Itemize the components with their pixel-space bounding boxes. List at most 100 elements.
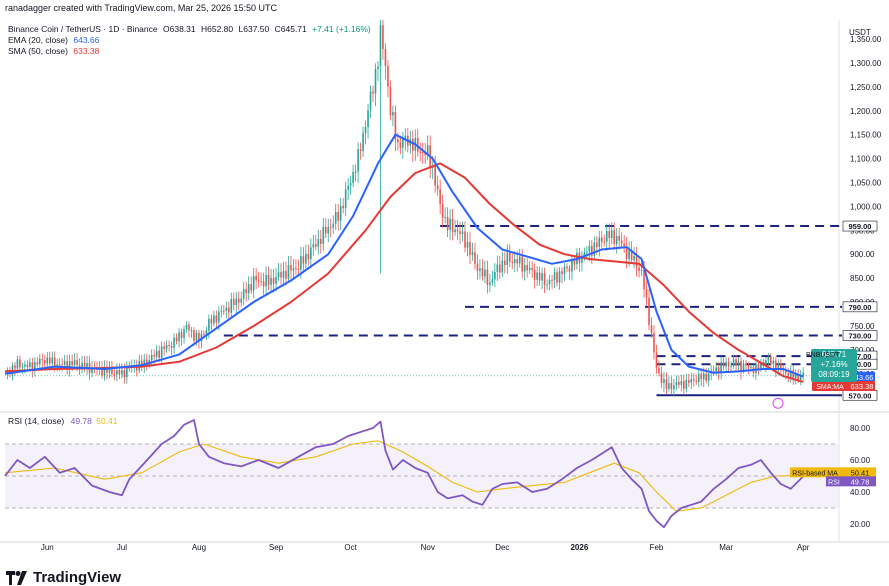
- candle-body: [765, 360, 767, 365]
- candle-body: [342, 205, 344, 209]
- rsi-y-tick-label: 20.00: [850, 520, 871, 529]
- candle-body: [648, 297, 650, 326]
- candle-body: [434, 165, 436, 186]
- candle-body: [772, 360, 775, 365]
- rsi-ma-tag-box: [790, 467, 876, 478]
- level-tag-570.00: 570.00: [849, 391, 872, 400]
- sma-axis-tag-value: 633.38: [851, 382, 874, 391]
- candle-body: [531, 267, 533, 270]
- candle-body: [61, 364, 63, 366]
- candle-body: [170, 345, 173, 348]
- candle-body: [451, 218, 454, 233]
- candle-body: [588, 245, 591, 252]
- candle-body: [508, 252, 511, 262]
- candle-body: [541, 273, 543, 281]
- candle-body: [103, 367, 106, 376]
- candle-body: [312, 243, 315, 248]
- candle-body: [459, 231, 461, 235]
- level-tag-670.00: 670.00: [849, 360, 872, 369]
- candle-body: [290, 265, 292, 271]
- candle-body: [683, 381, 685, 389]
- candle-body: [571, 260, 573, 272]
- ema-legend: EMA (20, close) 643.66: [8, 35, 99, 45]
- candle-body: [745, 363, 747, 366]
- candle-body: [397, 139, 399, 143]
- candle-body: [653, 333, 655, 353]
- candle-body: [203, 333, 205, 335]
- candle-body: [58, 364, 61, 366]
- rsi-tag-value: 49.78: [851, 477, 870, 486]
- candle-body: [780, 363, 782, 369]
- level-tag-790.00: 790.00: [849, 303, 872, 312]
- candle-body: [101, 368, 103, 376]
- ema20-line: [4, 133, 804, 378]
- candle-body: [183, 329, 185, 339]
- candle-body: [660, 373, 663, 383]
- candle-body: [797, 374, 800, 380]
- candle-body: [86, 362, 88, 369]
- rsi-legend-label: RSI (14, close): [8, 416, 65, 426]
- candle-body: [441, 204, 444, 218]
- candle-body: [665, 379, 668, 389]
- candle-body: [150, 354, 153, 361]
- candle-body: [695, 380, 698, 382]
- candle-body: [705, 373, 708, 381]
- candle-body: [317, 238, 320, 247]
- candle-body: [668, 383, 670, 389]
- candle-body: [41, 359, 44, 361]
- candle-body: [91, 368, 93, 374]
- candle-body: [690, 379, 693, 383]
- candle-body: [516, 259, 519, 264]
- candle-body: [702, 373, 705, 380]
- created-by-line: ranadagger created with TradingView.com,…: [5, 3, 277, 13]
- candle-body: [210, 318, 213, 324]
- candle-body: [218, 311, 220, 323]
- candle-body: [444, 216, 446, 218]
- tradingview-logo: TradingView: [6, 569, 121, 586]
- candle-body: [598, 237, 601, 247]
- candle-body: [300, 256, 302, 270]
- candle-body: [620, 240, 623, 244]
- candle-body: [178, 332, 180, 342]
- candle-body: [220, 310, 223, 312]
- candle-body: [160, 346, 163, 358]
- candle-body: [275, 277, 277, 284]
- candle-body: [650, 325, 653, 334]
- candle-body: [446, 216, 449, 230]
- candle-body: [404, 135, 407, 140]
- candle-body: [737, 361, 740, 366]
- candle-body: [387, 65, 389, 87]
- candle-body: [315, 243, 317, 247]
- candle-body: [78, 365, 81, 369]
- candle-body: [354, 171, 357, 173]
- candle-body: [543, 273, 546, 285]
- candle-body: [426, 145, 429, 155]
- candle-body: [280, 272, 282, 278]
- sma-legend-label: SMA (50, close): [8, 46, 68, 56]
- price-y-tick-label: 850.00: [850, 274, 875, 283]
- candle-body: [481, 268, 484, 277]
- candle-body: [173, 337, 175, 348]
- candle-body: [215, 315, 218, 323]
- candle-body: [225, 307, 228, 311]
- candle-body: [526, 265, 528, 271]
- candle-body: [523, 265, 526, 272]
- candle-body: [165, 344, 168, 349]
- x-tick-label-aug: Aug: [192, 543, 206, 552]
- price-flag-countdown: 08:09:19: [818, 370, 850, 379]
- symbol-legend: Binance Coin / TetherUS · 1D · Binance O…: [8, 24, 371, 34]
- tradingview-logo-icon: [6, 570, 27, 585]
- candle-body: [568, 268, 571, 272]
- candle-body: [230, 299, 233, 313]
- candle-body: [285, 270, 287, 279]
- candle-body: [118, 370, 121, 375]
- candle-body: [618, 236, 620, 241]
- ohlc-open: O638.31: [163, 24, 196, 34]
- candle-body: [623, 243, 625, 246]
- rsi-ma-tag-value: 50.41: [851, 468, 870, 477]
- ohlc-close: C645.71: [274, 24, 307, 34]
- candle-body: [116, 370, 118, 375]
- level-tag-730.00: 730.00: [849, 332, 872, 341]
- candle-body: [563, 266, 566, 275]
